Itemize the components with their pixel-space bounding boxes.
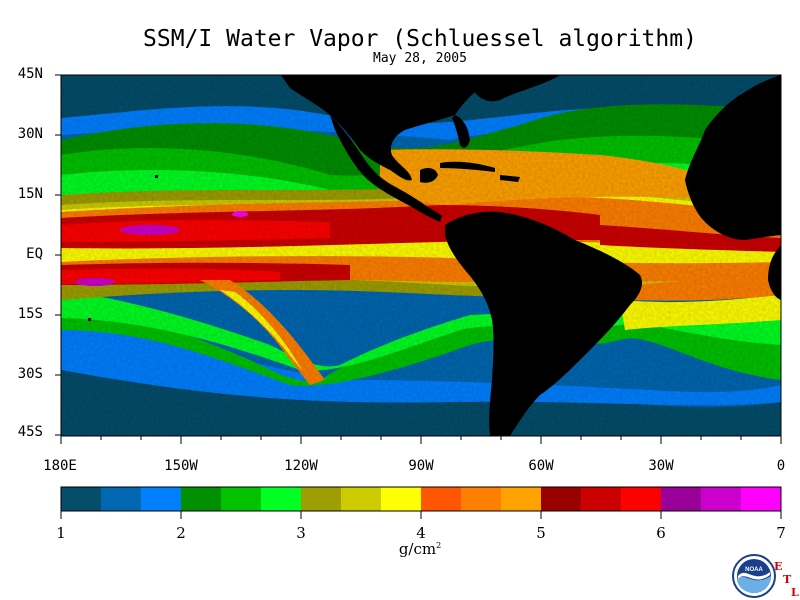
lon-label-180e: 180E bbox=[43, 458, 77, 474]
colorbar-segment bbox=[701, 487, 742, 511]
lon-label-30w: 30W bbox=[648, 458, 674, 474]
units-exponent: 2 bbox=[436, 541, 442, 550]
colorbar-segment bbox=[541, 487, 582, 511]
lon-label-60w: 60W bbox=[528, 458, 554, 474]
noaa-logo-text: NOAA bbox=[745, 567, 763, 573]
colorbar-label-3: 3 bbox=[296, 524, 306, 542]
colorbar-segment bbox=[341, 487, 382, 511]
colorbar-segment bbox=[301, 487, 342, 511]
lat-label-15n: 15N bbox=[17, 186, 43, 202]
units-base: g/cm bbox=[398, 540, 437, 558]
lat-ticks bbox=[55, 74, 61, 436]
colorbar-label-1: 1 bbox=[56, 524, 66, 542]
colorbar-segment bbox=[381, 487, 422, 511]
colorbar-segment bbox=[741, 487, 782, 511]
colorbar-segment bbox=[101, 487, 142, 511]
etl-letter-t: T bbox=[783, 573, 792, 586]
colorbar-label-5: 5 bbox=[536, 524, 546, 542]
colorbar-segment bbox=[181, 487, 222, 511]
colorbar-segment bbox=[61, 487, 102, 511]
colorbar-label-2: 2 bbox=[176, 524, 186, 542]
colorbar-label-7: 7 bbox=[776, 524, 786, 542]
colorbar-label-6: 6 bbox=[656, 524, 666, 542]
colorbar-ticks bbox=[60, 511, 782, 519]
lon-label-90w: 90W bbox=[408, 458, 434, 474]
colorbar-segment bbox=[421, 487, 462, 511]
lat-label-15s: 15S bbox=[17, 306, 43, 322]
colorbar-segment bbox=[621, 487, 662, 511]
lat-label-30s: 30S bbox=[17, 366, 43, 382]
lon-label-120w: 120W bbox=[284, 458, 318, 474]
noaa-logo: NOAA bbox=[732, 554, 776, 598]
colorbar-segment bbox=[221, 487, 262, 511]
lon-label-150w: 150W bbox=[164, 458, 198, 474]
colorbar-label-4: 4 bbox=[416, 524, 426, 542]
lon-ticks bbox=[60, 436, 782, 444]
map-field bbox=[61, 75, 781, 436]
colorbar-segment bbox=[581, 487, 622, 511]
etl-letter-e: E bbox=[774, 560, 783, 573]
colorbar-segment bbox=[661, 487, 702, 511]
lat-label-45n: 45N bbox=[17, 66, 43, 82]
colorbar-segment bbox=[141, 487, 182, 511]
lat-label-45s: 45S bbox=[17, 424, 43, 440]
map-title: SSM/I Water Vapor (Schluessel algorithm) bbox=[143, 26, 697, 52]
colorbar-segment bbox=[261, 487, 302, 511]
map-date: May 28, 2005 bbox=[373, 51, 467, 66]
colorbar-segment bbox=[461, 487, 502, 511]
colorbar-segment bbox=[501, 487, 542, 511]
lon-label-0: 0 bbox=[776, 458, 786, 474]
etl-letter-l: L bbox=[791, 586, 799, 599]
colorbar bbox=[61, 487, 782, 511]
colorbar-units: g/cm2 bbox=[399, 540, 441, 558]
lat-label-30n: 30N bbox=[17, 126, 43, 142]
lat-label-eq: EQ bbox=[26, 246, 43, 262]
